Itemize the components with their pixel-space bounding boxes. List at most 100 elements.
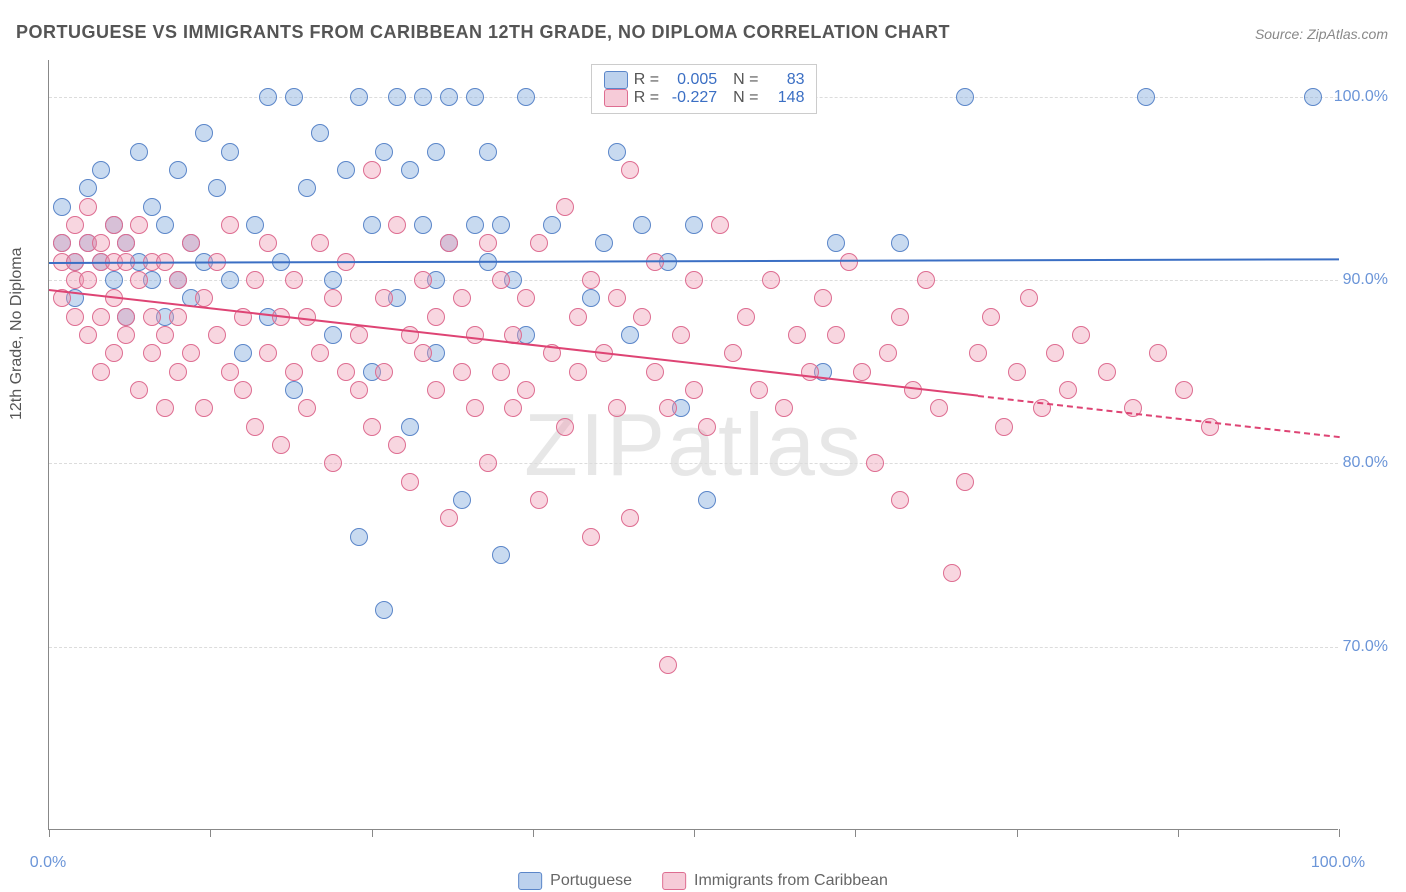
data-point	[517, 381, 535, 399]
n-value: 148	[764, 89, 804, 107]
data-point	[234, 381, 252, 399]
data-point	[621, 161, 639, 179]
ytick-label: 90.0%	[1343, 271, 1388, 289]
data-point	[956, 88, 974, 106]
data-point	[311, 344, 329, 362]
data-point	[156, 216, 174, 234]
data-point	[285, 271, 303, 289]
data-point	[492, 363, 510, 381]
data-point	[105, 271, 123, 289]
data-point	[234, 344, 252, 362]
ytick-label: 80.0%	[1343, 454, 1388, 472]
data-point	[969, 344, 987, 362]
chart-title: PORTUGUESE VS IMMIGRANTS FROM CARIBBEAN …	[16, 22, 950, 43]
data-point	[556, 418, 574, 436]
data-point	[685, 271, 703, 289]
data-point	[492, 216, 510, 234]
data-point	[143, 344, 161, 362]
legend-label: Immigrants from Caribbean	[694, 872, 888, 890]
data-point	[685, 216, 703, 234]
legend-item: Portuguese	[518, 872, 632, 890]
data-point	[943, 564, 961, 582]
data-point	[440, 88, 458, 106]
data-point	[375, 289, 393, 307]
data-point	[440, 234, 458, 252]
ytick-label: 100.0%	[1334, 88, 1388, 106]
data-point	[285, 381, 303, 399]
data-point	[363, 418, 381, 436]
data-point	[169, 308, 187, 326]
data-point	[156, 399, 174, 417]
data-point	[337, 161, 355, 179]
data-point	[866, 454, 884, 472]
data-point	[582, 271, 600, 289]
data-point	[311, 124, 329, 142]
data-point	[504, 399, 522, 417]
data-point	[221, 271, 239, 289]
data-point	[143, 198, 161, 216]
data-point	[350, 528, 368, 546]
data-point	[517, 289, 535, 307]
data-point	[221, 216, 239, 234]
data-point	[388, 88, 406, 106]
data-point	[698, 418, 716, 436]
data-point	[982, 308, 1000, 326]
data-point	[685, 381, 703, 399]
data-point	[891, 308, 909, 326]
data-point	[221, 143, 239, 161]
ytick-label: 70.0%	[1343, 638, 1388, 656]
data-point	[414, 344, 432, 362]
data-point	[105, 216, 123, 234]
data-point	[608, 289, 626, 307]
data-point	[375, 363, 393, 381]
legend-bottom: Portuguese Immigrants from Caribbean	[518, 872, 888, 890]
data-point	[930, 399, 948, 417]
data-point	[621, 509, 639, 527]
data-point	[195, 399, 213, 417]
data-point	[130, 143, 148, 161]
data-point	[659, 656, 677, 674]
data-point	[350, 88, 368, 106]
data-point	[414, 88, 432, 106]
legend-row: R =0.005N =83	[604, 71, 805, 89]
xtick	[1178, 829, 1179, 837]
data-point	[105, 344, 123, 362]
data-point	[92, 363, 110, 381]
data-point	[401, 473, 419, 491]
data-point	[324, 326, 342, 344]
data-point	[466, 326, 484, 344]
data-point	[324, 454, 342, 472]
plot-area: ZIPatlas R =0.005N =83R =-0.227N =148	[48, 60, 1338, 830]
data-point	[92, 234, 110, 252]
data-point	[208, 326, 226, 344]
data-point	[143, 308, 161, 326]
data-point	[621, 326, 639, 344]
data-point	[221, 363, 239, 381]
data-point	[775, 399, 793, 417]
data-point	[453, 289, 471, 307]
data-point	[79, 271, 97, 289]
data-point	[814, 289, 832, 307]
data-point	[259, 234, 277, 252]
data-point	[169, 161, 187, 179]
data-point	[517, 88, 535, 106]
data-point	[492, 271, 510, 289]
xtick	[1339, 829, 1340, 837]
data-point	[1137, 88, 1155, 106]
data-point	[130, 381, 148, 399]
data-point	[53, 234, 71, 252]
data-point	[195, 124, 213, 142]
data-point	[130, 216, 148, 234]
data-point	[79, 326, 97, 344]
data-point	[1149, 344, 1167, 362]
data-point	[79, 179, 97, 197]
data-point	[1046, 344, 1064, 362]
data-point	[440, 509, 458, 527]
data-point	[1098, 363, 1116, 381]
data-point	[66, 216, 84, 234]
grid-line	[49, 647, 1338, 648]
data-point	[401, 418, 419, 436]
data-point	[66, 308, 84, 326]
data-point	[466, 399, 484, 417]
data-point	[530, 491, 548, 509]
